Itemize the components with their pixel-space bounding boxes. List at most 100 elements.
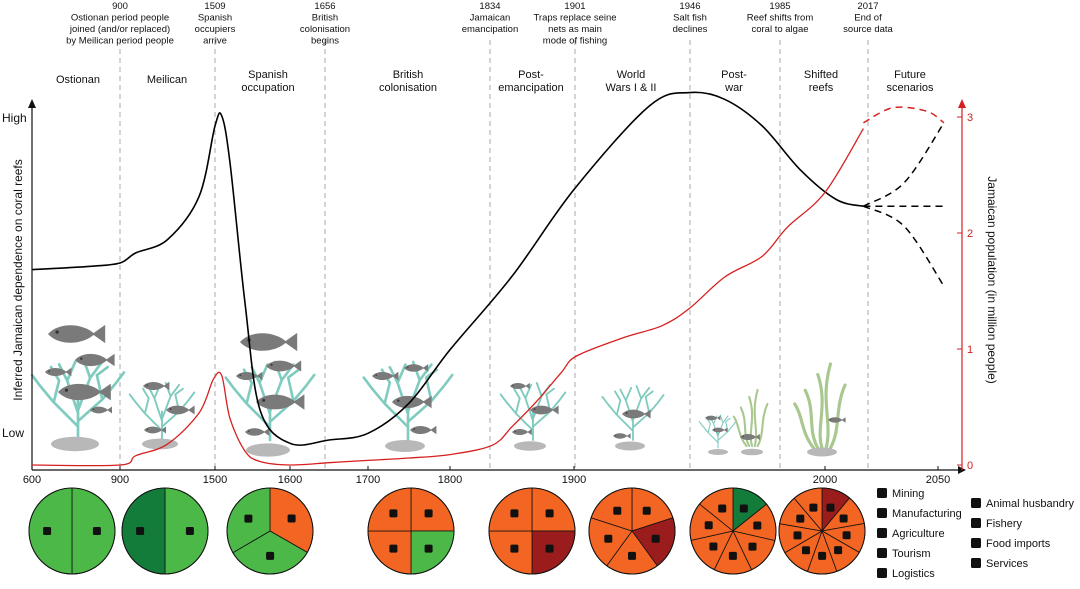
- fish-icon: [613, 433, 631, 439]
- pie-sector-icon: [613, 506, 622, 515]
- rock-icon: [385, 440, 425, 452]
- event-label-line: Jamaican: [470, 13, 511, 24]
- left-axis-title: Inferred Jamaican dependence on coral re…: [11, 159, 25, 400]
- pie-sector-icon: [604, 534, 613, 543]
- event-label-line: occupiers: [195, 24, 236, 35]
- x-tick-label: 2000: [813, 474, 837, 486]
- event-label-line: End of: [854, 13, 882, 24]
- economy-pie: [226, 487, 314, 575]
- event-label-line: emancipation: [462, 24, 519, 35]
- period-label: Meilican: [147, 74, 187, 86]
- event-labels: 900 Ostionan period people joined (and/or …: [66, 1, 893, 47]
- pie-outline: [778, 487, 866, 575]
- rock-icon: [514, 441, 546, 451]
- rock-icon: [246, 443, 290, 457]
- food-imports-icon: [971, 538, 981, 548]
- period-label: Spanish occupation: [241, 69, 294, 94]
- event-label-line: declines: [673, 24, 708, 35]
- fish-icon: [828, 417, 846, 423]
- event-label-line: coral to algae: [751, 24, 808, 35]
- pie-sector-icon: [642, 506, 651, 515]
- algae-frond: [732, 415, 748, 448]
- event-label-line: by Meilican period people: [66, 36, 174, 47]
- event-label-line: 1901: [564, 1, 585, 12]
- x-tick-label: 900: [111, 474, 129, 486]
- event-label: 1985 Reef shifts from coral to algae: [747, 1, 814, 35]
- event-label: 1946 Salt fish declines: [673, 1, 708, 35]
- event-label: 1901 Traps replace seine nets as main mode …: [533, 1, 616, 47]
- algae-frond: [753, 388, 759, 448]
- dependence-line: [31, 91, 864, 446]
- pie-sector-icon: [802, 546, 810, 555]
- period-label-line: Post-: [518, 69, 544, 81]
- legend-label: Logistics: [892, 568, 935, 580]
- pie-sector-icon: [244, 514, 253, 523]
- pie-outline: [588, 487, 676, 575]
- fish-icon: [510, 382, 530, 390]
- pie-sector-icon: [92, 527, 101, 535]
- pie-sector-icon: [718, 504, 727, 513]
- period-label: World Wars I & II: [606, 69, 657, 94]
- rock-icon: [51, 436, 99, 452]
- pie-sector-icon: [545, 509, 554, 518]
- period-label-line: scenarios: [886, 82, 934, 94]
- mining-icon: [877, 488, 887, 498]
- x-tick-label: 1600: [278, 474, 302, 486]
- event-label-line: arrive: [203, 36, 227, 47]
- economy-pie: [28, 487, 116, 575]
- left-high-label: High: [2, 111, 27, 125]
- sector-legend: Mining Manufacturing Agriculture Tourism Log…: [877, 488, 1075, 580]
- legend-label: Services: [986, 558, 1029, 570]
- legend-label: Fishery: [986, 518, 1023, 530]
- event-label-line: Salt fish: [673, 13, 707, 24]
- period-label-line: Future: [894, 69, 926, 81]
- right-tick-label: 1: [967, 344, 973, 356]
- event-label-line: 1656: [314, 1, 335, 12]
- fish-icon: [622, 409, 651, 419]
- algae-frond: [793, 402, 816, 450]
- right-tick-label: 2: [967, 228, 973, 240]
- pie-sector-icon: [43, 527, 52, 535]
- pie-outline: [488, 487, 576, 575]
- legend-label: Tourism: [892, 548, 931, 560]
- pie-sector-icon: [796, 514, 805, 523]
- period-label-line: Meilican: [147, 74, 187, 86]
- pie-sector-icon: [826, 503, 835, 512]
- event-label-line: British: [312, 13, 338, 24]
- pie-slice: [410, 530, 455, 575]
- event-label-line: 2017: [857, 1, 878, 12]
- legend-label: Food imports: [986, 538, 1051, 550]
- period-label-line: war: [724, 82, 743, 94]
- event-label-line: 1985: [769, 1, 790, 12]
- event-label: 2017 End of source data: [843, 1, 893, 35]
- pie-sector-icon: [651, 534, 660, 543]
- fish-icon: [404, 364, 429, 372]
- algae-frond: [828, 383, 847, 450]
- event-label-line: joined (and/or replaced): [69, 24, 170, 35]
- period-label: Post-emancipation: [498, 69, 563, 94]
- period-label: Post-war: [721, 69, 747, 94]
- pie-sector-icon: [545, 544, 554, 553]
- pie-sector-icon: [809, 503, 818, 512]
- tourism-icon: [877, 548, 887, 558]
- period-label-line: Post-: [721, 69, 747, 81]
- pie-slice: [531, 487, 576, 532]
- period-label: British colonisation: [379, 69, 437, 94]
- pie-slice: [367, 487, 412, 532]
- fish-icon: [512, 428, 532, 436]
- x-tick-label: 1500: [203, 474, 227, 486]
- right-axis-arrow: [958, 99, 966, 108]
- legend-label: Animal husbandry: [986, 498, 1075, 510]
- period-labels: Ostionan Meilican Spanish occupation British…: [56, 69, 934, 94]
- pie-sector-icon: [287, 514, 296, 523]
- event-label-line: nets as main: [548, 24, 602, 35]
- algae-frond: [739, 406, 751, 448]
- economy-pies: [28, 487, 866, 575]
- population-future-scenario: [863, 106, 945, 124]
- pie-sector-icon: [839, 514, 848, 523]
- rock-icon: [615, 441, 645, 451]
- left-low-label: Low: [2, 426, 24, 440]
- pie-sector-icon: [136, 527, 145, 535]
- x-axis-ticks: 600 900 1500 1600 1700 1800 1900 2000 2050: [23, 466, 950, 486]
